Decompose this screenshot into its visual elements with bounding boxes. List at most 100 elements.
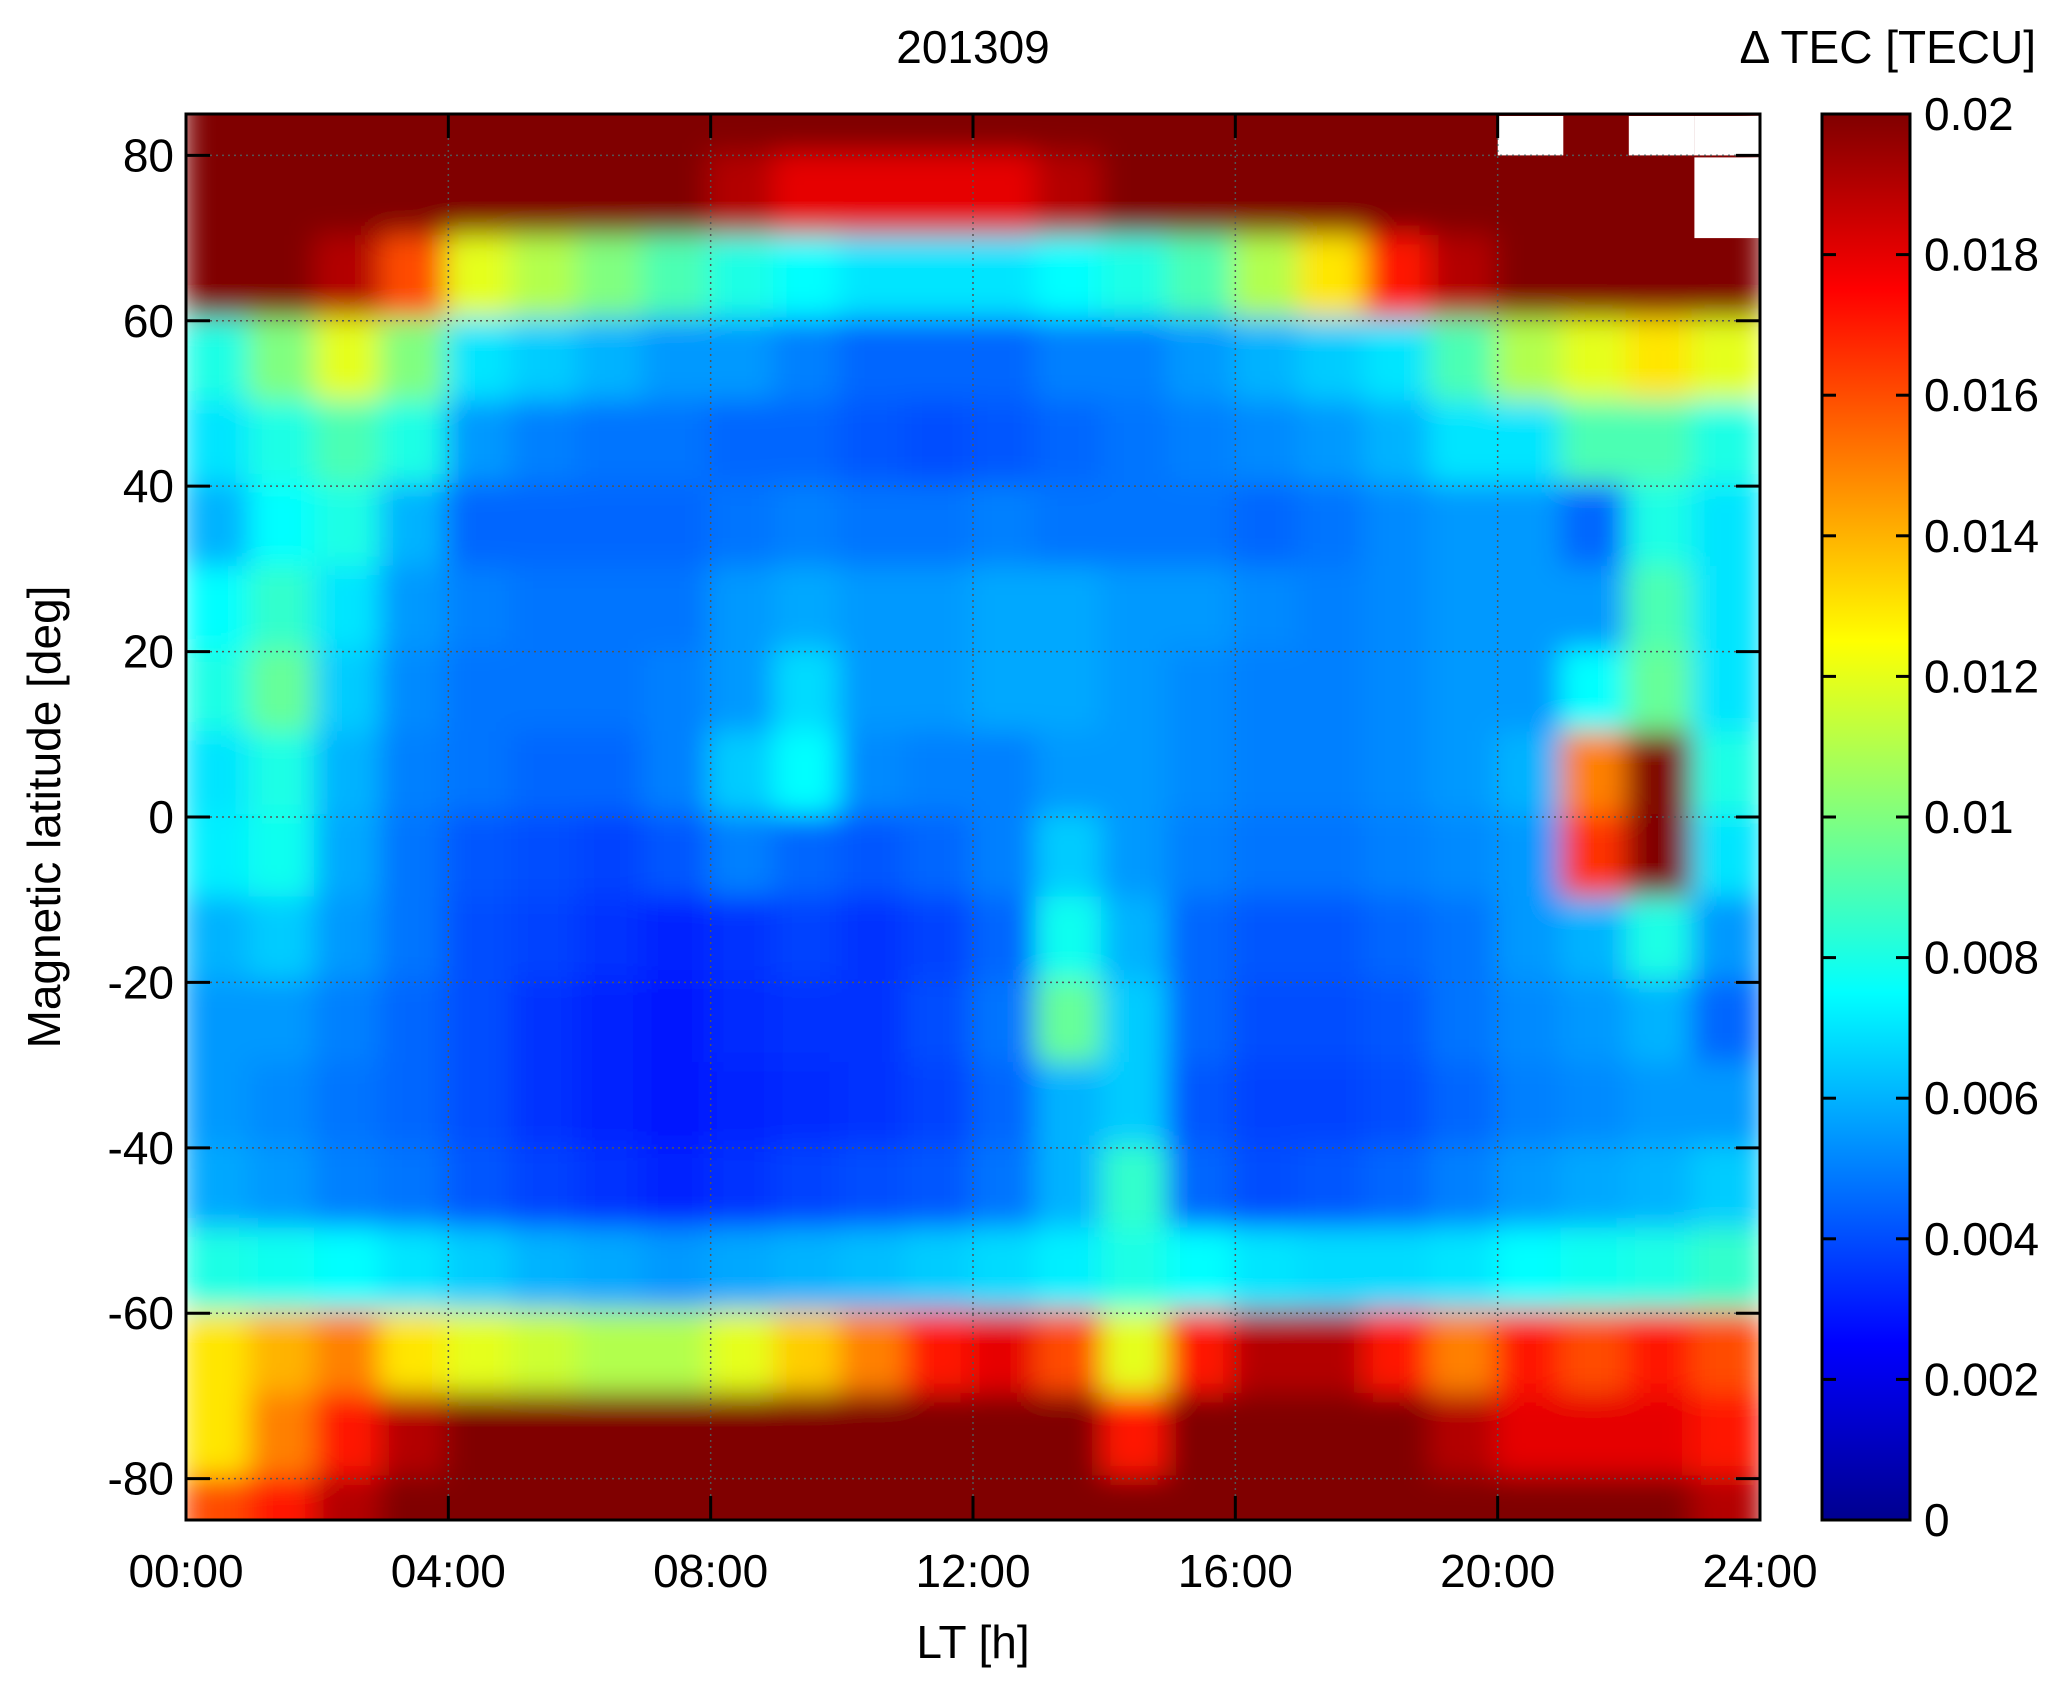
x-tick-labels: 00:00 04:00 08:00 12:00 16:00 20:00 24:00 [128, 1545, 1817, 1597]
heatmap-cell [445, 152, 517, 242]
heatmap-cell [1429, 235, 1501, 324]
heatmap-cell [1494, 648, 1567, 738]
heatmap-cell [1494, 483, 1567, 572]
heatmap-cell [838, 1227, 911, 1317]
heatmap-cell [642, 1392, 714, 1482]
heatmap-cell [379, 317, 452, 407]
heatmap-cell [1101, 1475, 1173, 1520]
y-axis-label: Magnetic latitude [deg] [18, 586, 70, 1049]
heatmap-cell [904, 1392, 976, 1482]
heatmap-cell [970, 648, 1042, 738]
heatmap-cell [510, 1392, 583, 1482]
heatmap-cell [1494, 565, 1567, 655]
heatmap-cell [1429, 1062, 1501, 1151]
heatmap-cell [1166, 1144, 1239, 1234]
heatmap-cell [773, 565, 845, 655]
heatmap-cell [1297, 1392, 1370, 1482]
heatmap-cell [1691, 1392, 1760, 1482]
heatmap-cell [576, 1392, 649, 1482]
heatmap-cell [1035, 1310, 1108, 1399]
heatmap-cell [248, 152, 321, 242]
colorbar-tick-label: 0.014 [1924, 510, 2039, 562]
heatmap-cell [1232, 483, 1304, 572]
heatmap-cell [1363, 114, 1436, 159]
missing-data-cell [1497, 116, 1564, 156]
heatmap-cell [970, 1475, 1042, 1520]
heatmap-cell [248, 400, 321, 490]
heatmap-cell [1429, 1392, 1501, 1482]
heatmap-cell [1625, 317, 1698, 407]
heatmap-cell [1625, 1062, 1698, 1151]
heatmap-cell [1035, 114, 1108, 159]
heatmap-cell [248, 1310, 321, 1399]
heatmap-cell [248, 317, 321, 407]
heatmap-cell [1297, 979, 1370, 1069]
heatmap-cell [314, 979, 386, 1069]
grid-lines [186, 114, 1760, 1520]
heatmap-cell [1560, 317, 1632, 407]
heatmap-cell [1166, 1062, 1239, 1151]
heatmap-cell [1560, 483, 1632, 572]
heatmap-cell [1363, 565, 1436, 655]
heatmap-cell [510, 114, 583, 159]
heatmap-cell [707, 1475, 780, 1520]
heatmap-cell [970, 1310, 1042, 1399]
heatmap-cell [576, 979, 649, 1069]
heatmap-cell [1101, 1227, 1173, 1317]
heatmap-cell [314, 1475, 386, 1520]
colorbar-tick-label: 0.01 [1924, 791, 2014, 843]
heatmap-cell [1363, 896, 1436, 986]
heatmap-cell [773, 1227, 845, 1317]
heatmap-cell [1560, 896, 1632, 986]
heatmap-cell [970, 1392, 1042, 1482]
heatmap-cell [1494, 400, 1567, 490]
heatmap-cell [1101, 400, 1173, 490]
heatmap-cell [1691, 565, 1760, 655]
heatmap-cell [904, 565, 976, 655]
heatmap-cell [510, 1475, 583, 1520]
heatmap-cell [379, 152, 452, 242]
heatmap-cell [1560, 1475, 1632, 1520]
heatmap-cell [379, 1144, 452, 1234]
heatmap-cell [1232, 565, 1304, 655]
heatmap-cell [838, 648, 911, 738]
heatmap-cell [970, 1227, 1042, 1317]
heatmap-cell [576, 152, 649, 242]
heatmap-cell [1101, 114, 1173, 159]
x-tick-label: 00:00 [128, 1545, 243, 1597]
heatmap-cell [186, 114, 255, 159]
colorbar-tick-label: 0.018 [1924, 229, 2039, 281]
heatmap-cell [1232, 1475, 1304, 1520]
heatmap-cell [1691, 979, 1760, 1069]
heatmap-cell [1166, 114, 1239, 159]
heatmap-cell [445, 565, 517, 655]
heatmap-cell [838, 1475, 911, 1520]
heatmap-cell [379, 1062, 452, 1151]
y-tick-label: -80 [108, 1453, 174, 1505]
heatmap-cell [314, 814, 386, 903]
heatmap-cell [1429, 896, 1501, 986]
heatmap-cell [314, 1392, 386, 1482]
heatmap-cell [642, 1310, 714, 1399]
heatmap-cell [1101, 483, 1173, 572]
heatmap-cell [1101, 648, 1173, 738]
heatmap-cell [1691, 1144, 1760, 1234]
heatmap-cell [707, 152, 780, 242]
heatmap-cell [1625, 235, 1698, 324]
heatmap-cell [707, 483, 780, 572]
heatmap-cell [1035, 1392, 1108, 1482]
heatmap-cell [838, 731, 911, 820]
heatmap-cell [904, 1227, 976, 1317]
heatmap-cell [1363, 1062, 1436, 1151]
heatmap-cell [1429, 114, 1501, 159]
heatmap-cell [445, 731, 517, 820]
heatmap-cell [248, 1475, 321, 1520]
heatmap-cell [314, 400, 386, 490]
heatmap-cell [1560, 979, 1632, 1069]
heatmap-cells [186, 114, 1760, 1520]
heatmap-cell [1232, 1392, 1304, 1482]
heatmap-cell [1494, 1062, 1567, 1151]
heatmap-cell [186, 1475, 255, 1520]
heatmap-cell [186, 979, 255, 1069]
